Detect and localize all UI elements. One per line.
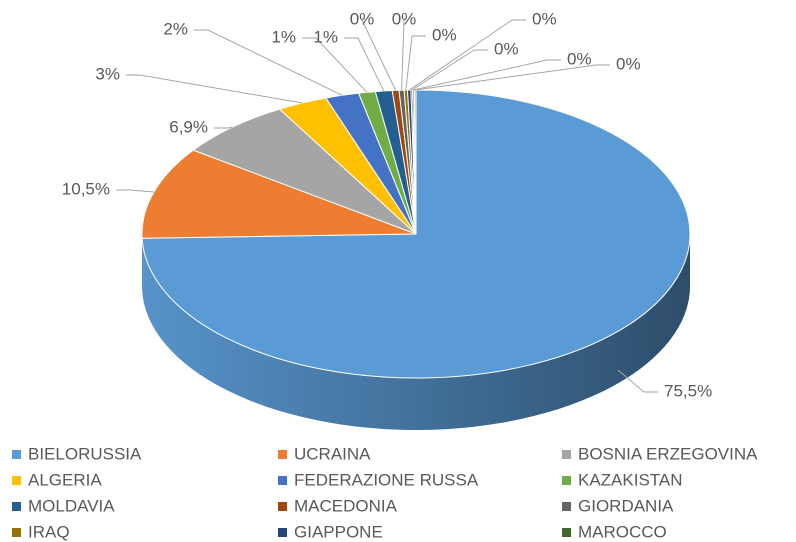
legend-swatch [562, 528, 571, 537]
leader-line [408, 19, 526, 91]
leader-line [126, 74, 303, 104]
data-label: 0% [432, 25, 457, 44]
legend-label: FEDERAZIONE RUSSA [294, 470, 479, 489]
data-label: 2% [163, 19, 188, 38]
pie-slice [192, 108, 417, 235]
leader-line [344, 37, 385, 92]
legend-label: GIORDANIA [578, 496, 674, 515]
data-label: 3% [95, 64, 120, 83]
legend-swatch [278, 502, 287, 511]
legend-swatch [562, 450, 571, 459]
data-label: 0% [567, 49, 592, 68]
leader-line [214, 126, 233, 129]
data-label: 10,5% [62, 179, 110, 198]
legend-label: MOLDAVIA [28, 496, 115, 515]
data-labels: 75,5% 10,5% 6,9% 3% 2% 1% 1% 0% 0% 0% 0% 0% 0% 0% [62, 9, 712, 400]
pie-sides [142, 234, 691, 430]
leader-line [116, 189, 154, 193]
leader-line [415, 64, 610, 91]
legend-label: IRAQ [28, 522, 70, 541]
data-label: 0% [532, 9, 557, 28]
legend-label: KAZAKISTAN [578, 470, 683, 489]
legend-swatch [562, 502, 571, 511]
data-label: 1% [271, 27, 296, 46]
legend-swatch [278, 450, 287, 459]
legend-swatch [12, 502, 21, 511]
pie-tops [141, 89, 691, 379]
pie-side-shade [142, 234, 691, 430]
legend-label: GIAPPONE [294, 522, 383, 541]
data-label: 0% [616, 54, 641, 73]
leader-line [302, 37, 368, 93]
legend-label: BIELORUSSIA [28, 444, 142, 463]
legend-swatch [278, 528, 287, 537]
data-label: 1% [313, 27, 338, 46]
leader-line [617, 369, 658, 393]
data-label: 6,9% [169, 117, 208, 136]
legend-label: MAROCCO [578, 522, 667, 541]
leader-line [194, 29, 343, 96]
data-label: 0% [392, 9, 417, 28]
legend-swatch [12, 476, 21, 485]
legend-swatch [278, 476, 287, 485]
leader-line [405, 35, 426, 91]
legend-label: ALGERIA [28, 470, 102, 489]
legend-swatch [562, 476, 571, 485]
legend-label: UCRAINA [294, 444, 371, 463]
leader-line [413, 59, 561, 91]
leader-line [401, 19, 405, 91]
leader-line [411, 49, 488, 91]
leader-line [361, 19, 397, 91]
legend: BIELORUSSIA UCRAINA BOSNIA ERZEGOVINA ALGER… [12, 444, 758, 541]
legend-swatch [12, 528, 21, 537]
legend-label: MACEDONIA [294, 496, 398, 515]
data-label: 0% [494, 39, 519, 58]
data-label: 75,5% [664, 381, 712, 400]
pie-slice [141, 149, 417, 239]
legend-swatch [12, 450, 21, 459]
data-label: 0% [350, 9, 375, 28]
legend-label: BOSNIA ERZEGOVINA [578, 444, 758, 463]
